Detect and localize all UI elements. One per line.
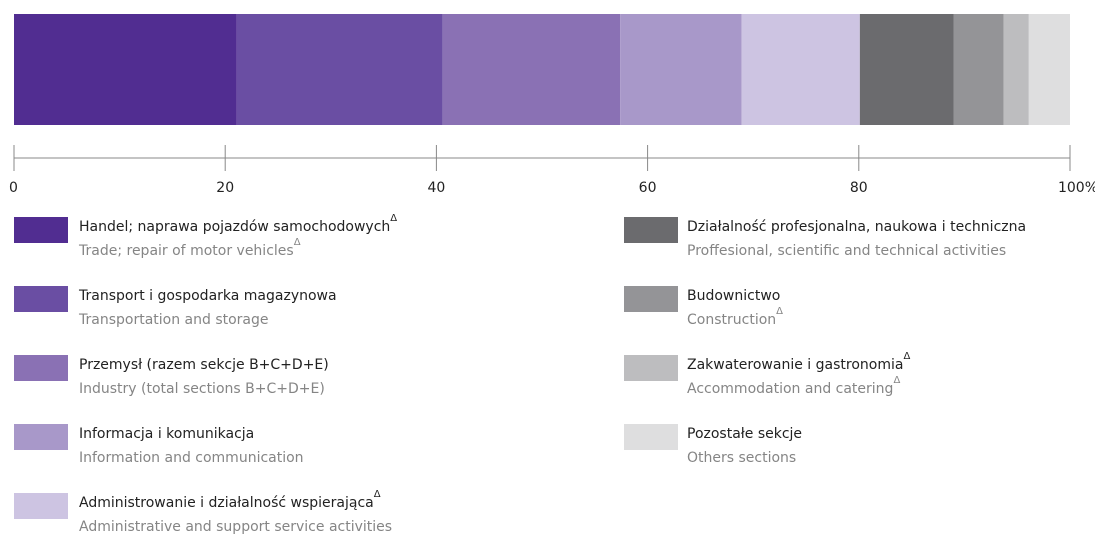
legend-name-en: Accommodation and catering <box>687 381 893 397</box>
bar-segment <box>442 14 621 125</box>
bar-segment <box>1003 14 1029 125</box>
legend-label-en: Trade; repair of motor vehiclesΔ <box>78 237 301 259</box>
x-tick-label: 60 <box>639 180 657 196</box>
legend-name: Przemysł (razem sekcje B+C+D+E) <box>79 357 329 373</box>
legend-name-en: Proffesional, scientific and technical a… <box>687 243 1006 259</box>
legend-swatch <box>624 286 678 312</box>
legend-swatch <box>14 355 68 381</box>
bar-segment <box>859 14 954 125</box>
legend-label-en: Proffesional, scientific and technical a… <box>687 243 1006 259</box>
legend-note: Δ <box>390 213 397 224</box>
bar-segment <box>953 14 1004 125</box>
legend-swatch <box>624 424 678 450</box>
bar-segment <box>1028 14 1070 125</box>
legend-note-en: Δ <box>294 237 301 248</box>
legend-swatch <box>14 286 68 312</box>
legend-name-en: Transportation and storage <box>78 312 269 328</box>
legend-name-en: Others sections <box>687 450 796 466</box>
legend-label: Administrowanie i działalność wspierając… <box>79 489 381 511</box>
legend-label: Zakwaterowanie i gastronomiaΔ <box>687 351 910 373</box>
x-tick-label: 0 <box>9 180 18 196</box>
legend-name: Pozostałe sekcje <box>687 426 802 442</box>
legend-name-en: Industry (total sections B+C+D+E) <box>79 381 325 397</box>
bar-segment <box>236 14 443 125</box>
legend-swatch <box>14 424 68 450</box>
legend-swatch <box>14 493 68 519</box>
legend-name: Budownictwo <box>687 288 780 304</box>
legend-label-en: Others sections <box>687 450 796 466</box>
legend-swatch <box>624 217 678 243</box>
legend-label: Budownictwo <box>687 288 780 304</box>
x-tick-label: 100% <box>1058 180 1095 196</box>
x-tick-label: 20 <box>216 180 234 196</box>
legend-label-en: Industry (total sections B+C+D+E) <box>79 381 325 397</box>
legend-name: Zakwaterowanie i gastronomia <box>687 357 903 373</box>
legend-label-en: Accommodation and cateringΔ <box>687 375 900 397</box>
legend-name: Informacja i komunikacja <box>79 426 254 442</box>
legend-label: Przemysł (razem sekcje B+C+D+E) <box>79 357 329 373</box>
bar-segment <box>14 14 237 125</box>
x-tick-label: 40 <box>427 180 445 196</box>
legend-name-en: Construction <box>687 312 776 328</box>
legend-name-en: Information and communication <box>79 450 304 466</box>
legend-note: Δ <box>374 489 381 500</box>
legend-label-en: Information and communication <box>79 450 304 466</box>
legend-label: Działalność profesjonalna, naukowa i tec… <box>687 219 1026 235</box>
legend-swatch <box>624 355 678 381</box>
legend-label-en: ConstructionΔ <box>687 306 783 328</box>
legend-note: Δ <box>903 351 910 362</box>
legend-label: Pozostałe sekcje <box>687 426 802 442</box>
legend-label: Handel; naprawa pojazdów samochodowychΔ <box>79 213 397 235</box>
legend-name: Handel; naprawa pojazdów samochodowych <box>79 219 390 235</box>
bar-segment <box>741 14 860 125</box>
legend-label-en: Administrative and support service activ… <box>79 519 392 535</box>
legend-name: Transport i gospodarka magazynowa <box>78 288 337 304</box>
legend-name-en: Trade; repair of motor vehicles <box>78 243 294 259</box>
legend-name: Działalność profesjonalna, naukowa i tec… <box>687 219 1026 235</box>
x-tick-label: 80 <box>850 180 868 196</box>
legend-label: Transport i gospodarka magazynowa <box>78 288 337 304</box>
legend-label-en: Transportation and storage <box>78 312 269 328</box>
legend-label: Informacja i komunikacja <box>79 426 254 442</box>
legend-note-en: Δ <box>893 375 900 386</box>
legend-name-en: Administrative and support service activ… <box>79 519 392 535</box>
legend-swatch <box>14 217 68 243</box>
bar-segment <box>620 14 742 125</box>
legend-name: Administrowanie i działalność wspierając… <box>79 495 374 511</box>
legend-note-en: Δ <box>776 306 783 317</box>
